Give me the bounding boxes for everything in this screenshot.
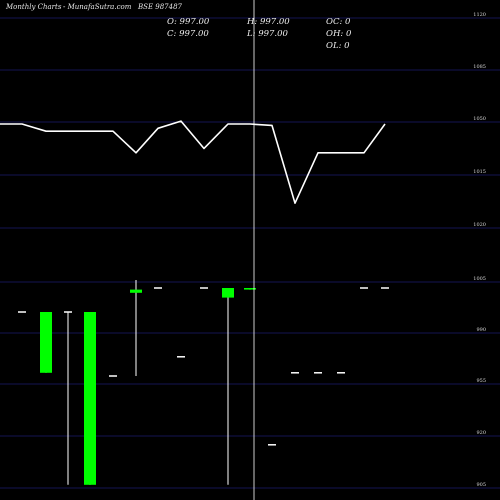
close-value: C: 997.00 xyxy=(167,29,209,39)
y-tick-label: 955 xyxy=(476,378,486,384)
y-tick-label: 1020 xyxy=(473,222,486,228)
oc-value: OC: 0 xyxy=(326,17,351,27)
bar-body xyxy=(222,288,234,298)
y-tick-label: 1085 xyxy=(473,64,486,70)
bar-body xyxy=(40,312,52,373)
y-tick-label: 1015 xyxy=(473,169,486,175)
bar-series xyxy=(18,280,389,485)
y-tick-label: 920 xyxy=(476,430,486,436)
bar-body xyxy=(84,312,96,485)
y-tick-label: 1050 xyxy=(473,116,486,122)
price-line-series xyxy=(0,120,386,204)
site-name: - MunafaSutra.com xyxy=(63,3,132,11)
y-tick-label: 1120 xyxy=(473,12,486,18)
high-value: H: 997.00 xyxy=(247,17,290,27)
ol-value: OL: 0 xyxy=(326,41,350,51)
open-value: O: 997.00 xyxy=(167,17,210,27)
bar-body xyxy=(130,289,142,293)
oh-value: OH: 0 xyxy=(326,29,352,39)
low-value: L: 997.00 xyxy=(247,29,288,39)
chart-type-label: Monthly Charts xyxy=(6,3,62,11)
price-line xyxy=(0,120,386,204)
bar-body xyxy=(244,288,256,290)
symbol-label: BSE 987487 xyxy=(138,3,182,11)
y-tick-label: 905 xyxy=(476,482,486,488)
y-tick-label: 990 xyxy=(476,327,486,333)
y-tick-label: 1005 xyxy=(473,276,486,282)
grid-lines xyxy=(0,17,500,489)
